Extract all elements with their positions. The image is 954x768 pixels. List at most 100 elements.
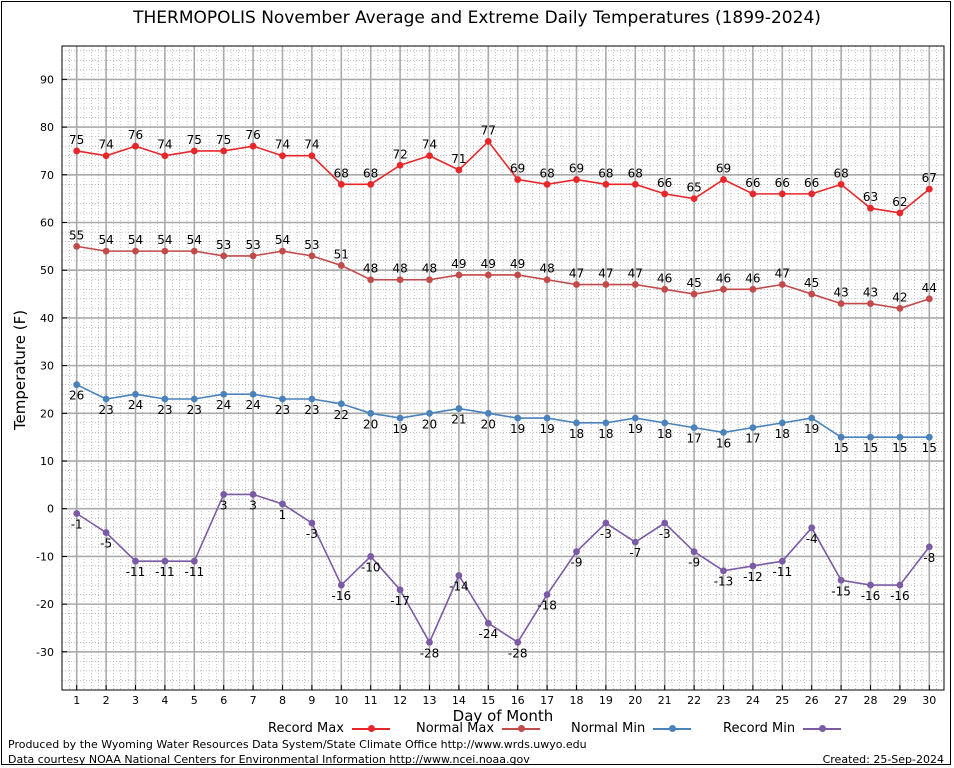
record-min-point — [455, 572, 463, 579]
record-min-point — [778, 557, 786, 565]
y-tick-label: 30 — [40, 360, 54, 373]
x-tick-label: 22 — [687, 694, 701, 707]
y-tick-label: -30 — [36, 646, 54, 659]
record-max-point — [631, 180, 639, 188]
normal-min-point — [514, 414, 522, 422]
normal-min-point — [455, 405, 463, 412]
normal-max-point — [73, 242, 81, 250]
record-max-data-label: 74 — [304, 138, 319, 152]
x-tick-label: 21 — [658, 694, 672, 707]
normal-min-point — [778, 419, 786, 427]
record-min-point — [102, 529, 110, 536]
y-tick-label: -10 — [36, 550, 54, 563]
normal-max-point — [367, 276, 375, 284]
legend-normal-max-swatch — [502, 724, 541, 732]
normal-max-data-label: 48 — [422, 262, 437, 276]
record-max-point — [396, 161, 404, 169]
x-tick-label: 19 — [599, 694, 613, 707]
normal-max-data-label: 48 — [539, 262, 554, 276]
record-min-point — [249, 491, 257, 498]
record-max-line — [76, 140, 930, 214]
record-max-data-label: 76 — [128, 128, 143, 142]
normal-min-data-label: 26 — [69, 389, 84, 403]
normal-max-data-label: 46 — [716, 271, 731, 285]
record-min-point — [749, 562, 757, 570]
x-tick-label: 28 — [864, 694, 878, 707]
normal-min-data-label: 15 — [863, 441, 878, 455]
record-min-data-label: -24 — [478, 627, 498, 641]
normal-max-point — [925, 295, 933, 303]
normal-max-data-label: 49 — [481, 257, 496, 271]
normal-min-data-label: 15 — [892, 441, 907, 455]
record-min-data-label: 3 — [220, 498, 228, 512]
record-max-point — [161, 152, 169, 160]
record-max-data-label: 76 — [245, 128, 260, 142]
x-tick-label: 20 — [628, 694, 642, 707]
chart-title: THERMOPOLIS November Average and Extreme… — [133, 8, 821, 28]
x-tick-label: 9 — [308, 694, 315, 707]
record-max-point — [190, 147, 198, 155]
normal-min-data-label: 22 — [334, 408, 349, 422]
record-min-point — [337, 581, 345, 589]
record-min-point — [190, 557, 198, 565]
record-min-data-label: -11 — [184, 565, 204, 579]
record-max-data-label: 66 — [775, 176, 790, 190]
record-min-data-label: -11 — [772, 565, 792, 579]
record-max-point — [690, 195, 698, 203]
record-min-data-label: -1 — [71, 517, 83, 531]
footer-created-date: Created: 25-Sep-2024 — [822, 753, 944, 766]
normal-min-point — [896, 433, 904, 441]
record-max-point — [867, 204, 874, 212]
record-max-data-label: 68 — [833, 166, 848, 180]
normal-max-data-label: 48 — [392, 262, 407, 276]
normal-min-point — [573, 419, 580, 427]
record-min-data-label: -11 — [126, 565, 146, 579]
record-min-data-label: -16 — [890, 589, 910, 603]
normal-max-point — [396, 276, 404, 284]
normal-min-point — [661, 419, 669, 427]
record-min-data-label: -13 — [714, 575, 734, 589]
record-min-data-label: -11 — [155, 565, 175, 579]
normal-max-point — [132, 247, 139, 255]
record-min-data-label: -4 — [806, 532, 818, 546]
normal-max-data-label: 53 — [304, 238, 319, 252]
x-tick-label: 24 — [746, 694, 760, 707]
legend-normal-min: Normal Min — [571, 721, 692, 736]
legend-normal-max: Normal Max — [416, 721, 541, 736]
normal-max-data-label: 47 — [775, 267, 790, 281]
normal-max-data-label: 49 — [451, 257, 466, 271]
normal-max-point — [573, 281, 580, 288]
footer-produced-by: Produced by the Wyoming Water Resources … — [8, 738, 587, 751]
record-max-point — [249, 142, 257, 150]
record-max-point — [426, 152, 433, 160]
record-min-point — [573, 548, 580, 556]
x-tick-label: 16 — [511, 694, 525, 707]
footer-data-courtesy: Data courtesy NOAA National Centers for … — [8, 753, 530, 766]
normal-max-point — [279, 247, 286, 255]
x-tick-label: 3 — [132, 694, 139, 707]
record-min-data-label: -10 — [361, 560, 381, 574]
normal-max-point — [161, 247, 169, 255]
normal-min-data-label: 19 — [539, 422, 554, 436]
normal-max-data-label: 54 — [187, 233, 202, 247]
normal-min-data-label: 21 — [451, 413, 466, 427]
record-max-data-label: 68 — [363, 166, 378, 180]
normal-min-data-label: 23 — [187, 403, 202, 417]
normal-max-data-label: 44 — [922, 281, 937, 295]
normal-min-point — [602, 419, 610, 427]
record-min-data-label: -5 — [100, 537, 112, 551]
normal-max-data-label: 55 — [69, 228, 84, 242]
normal-max-data-label: 51 — [334, 247, 349, 261]
normal-min-point — [367, 409, 375, 417]
record-max-point — [573, 176, 580, 183]
normal-min-data-label: 15 — [922, 441, 937, 455]
record-max-data-label: 75 — [187, 133, 202, 147]
legend-record-min-label: Record Min — [723, 721, 796, 736]
y-tick-label: 50 — [40, 264, 54, 277]
record-max-point — [308, 152, 316, 160]
record-min-data-label: -16 — [861, 589, 881, 603]
x-tick-label: 6 — [220, 694, 227, 707]
x-tick-label: 12 — [393, 694, 407, 707]
plot-frame — [61, 45, 945, 691]
normal-max-point — [808, 290, 816, 298]
